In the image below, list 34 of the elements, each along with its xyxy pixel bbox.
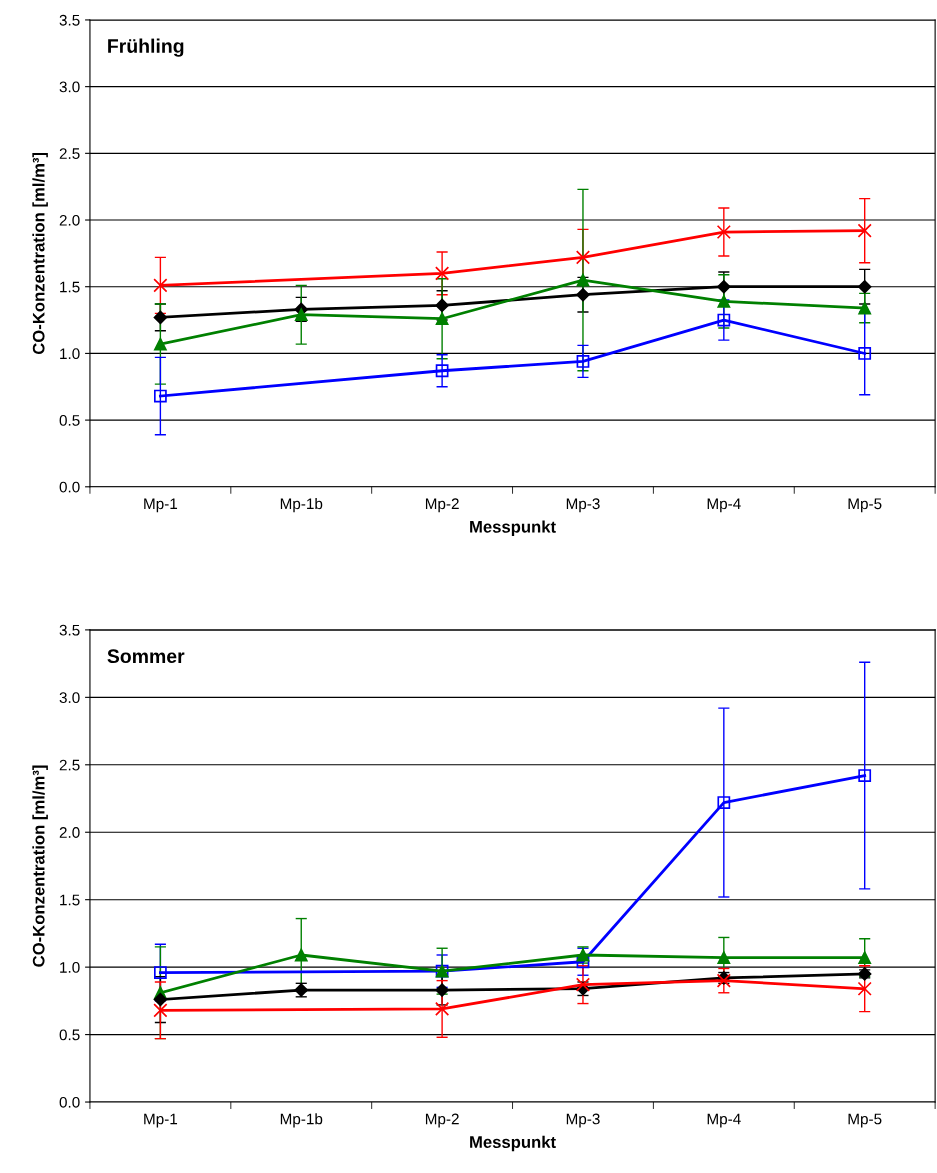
x-tick-label: Mp-2	[425, 498, 459, 513]
y-tick-label: 0.5	[59, 414, 80, 426]
y-tick-label: 2.5	[59, 148, 80, 160]
y-tick-label: 1.5	[60, 894, 80, 906]
x-axis-title: Messpunkt	[470, 520, 556, 537]
x-tick-label: Mp-5	[848, 498, 882, 513]
x-axis-title: Messpunkt	[470, 1135, 556, 1152]
x-tick-label: Mp-4	[707, 498, 741, 513]
x-tick-label: Mp-3	[566, 1113, 600, 1128]
y-tick-label: 1.0	[60, 348, 80, 360]
y-axis-title: CO-Konzentration [ml/m³]	[32, 765, 48, 967]
text: Frühling	[108, 38, 184, 57]
x-tick-label: Mp-1	[144, 1113, 178, 1128]
y-tick-label: 0.5	[59, 1029, 80, 1041]
y-tick-label: 0.0	[59, 1096, 80, 1108]
y-tick-label: 3.0	[59, 692, 80, 704]
x-tick-label: Mp-2	[425, 1113, 459, 1128]
y-tick-label: 3.5	[59, 624, 80, 636]
y-tick-label: 2.0	[59, 214, 80, 226]
x-tick-label: Mp-1b	[280, 497, 323, 513]
y-axis-title: CO-Konzentration [ml/m³]	[32, 152, 48, 355]
x-tick-label: Mp-1	[144, 498, 178, 513]
x-tick-label: Mp-1b	[280, 1113, 323, 1128]
y-tick-label: 3.5	[59, 14, 80, 26]
y-tick-label: 3.0	[59, 81, 80, 93]
text: Sommer	[107, 649, 185, 664]
y-tick-label: 2.0	[59, 827, 80, 838]
y-tick-label: 1.5	[60, 281, 80, 293]
y-tick-label: 2.5	[59, 759, 80, 771]
x-tick-label: Mp-4	[707, 1113, 741, 1128]
y-tick-label: 0.0	[59, 481, 80, 493]
y-tick-label: 1.0	[60, 962, 80, 973]
x-tick-label: Mp-3	[566, 498, 600, 513]
x-tick-label: Mp-5	[848, 1113, 882, 1128]
